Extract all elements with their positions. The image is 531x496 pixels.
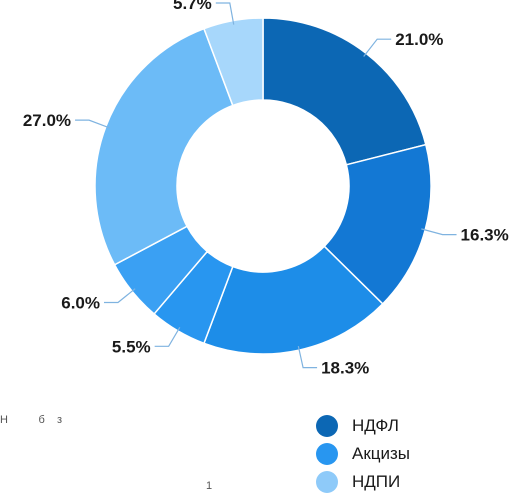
- pie-slice: [203, 17, 264, 107]
- leader-line: [215, 2, 235, 25]
- slice-label: 6.0%: [61, 293, 100, 312]
- leader-line: [363, 38, 392, 57]
- slice-label: 27.0%: [23, 111, 71, 130]
- footnote-text: Н б з: [0, 414, 63, 426]
- pie-slice: [262, 17, 427, 166]
- slice-label: 18.3%: [321, 359, 369, 378]
- leader-line: [297, 346, 318, 369]
- footnote-number: 1: [206, 480, 213, 492]
- pie-slice: [203, 245, 384, 355]
- legend-label: НДПИ: [352, 472, 401, 491]
- legend-swatch: [316, 471, 338, 493]
- legend-swatch: [316, 415, 338, 437]
- donut-chart: 21.0% 16.3% 18.3% 5.5% 6.0% 27.0% 5.7%: [23, 0, 509, 378]
- pie-slice: [94, 27, 234, 266]
- slice-label: 5.5%: [112, 337, 151, 356]
- legend: НДФЛ Акцизы НДПИ: [316, 412, 410, 496]
- legend-item-ndfl: НДФЛ: [316, 412, 410, 440]
- slice-label: 21.0%: [395, 30, 443, 49]
- slice-label: 16.3%: [461, 226, 509, 245]
- slice-label: 5.7%: [173, 0, 212, 13]
- leader-line: [103, 288, 136, 304]
- leader-line: [421, 228, 457, 236]
- legend-item-akcizy: Акцизы: [316, 440, 410, 468]
- leader-line: [154, 327, 181, 347]
- legend-label: Акцизы: [352, 444, 411, 463]
- leader-line: [75, 119, 110, 129]
- legend-item-ndpi: НДПИ: [316, 468, 410, 496]
- legend-label: НДФЛ: [352, 416, 399, 435]
- legend-swatch: [316, 443, 338, 465]
